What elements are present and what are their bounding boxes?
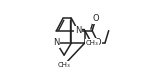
Text: N: N bbox=[53, 38, 60, 47]
Text: CH₃: CH₃ bbox=[58, 62, 70, 68]
Text: CH₃: CH₃ bbox=[85, 40, 98, 46]
Text: O: O bbox=[93, 14, 99, 23]
Text: O: O bbox=[95, 38, 102, 47]
Text: N: N bbox=[75, 26, 81, 35]
